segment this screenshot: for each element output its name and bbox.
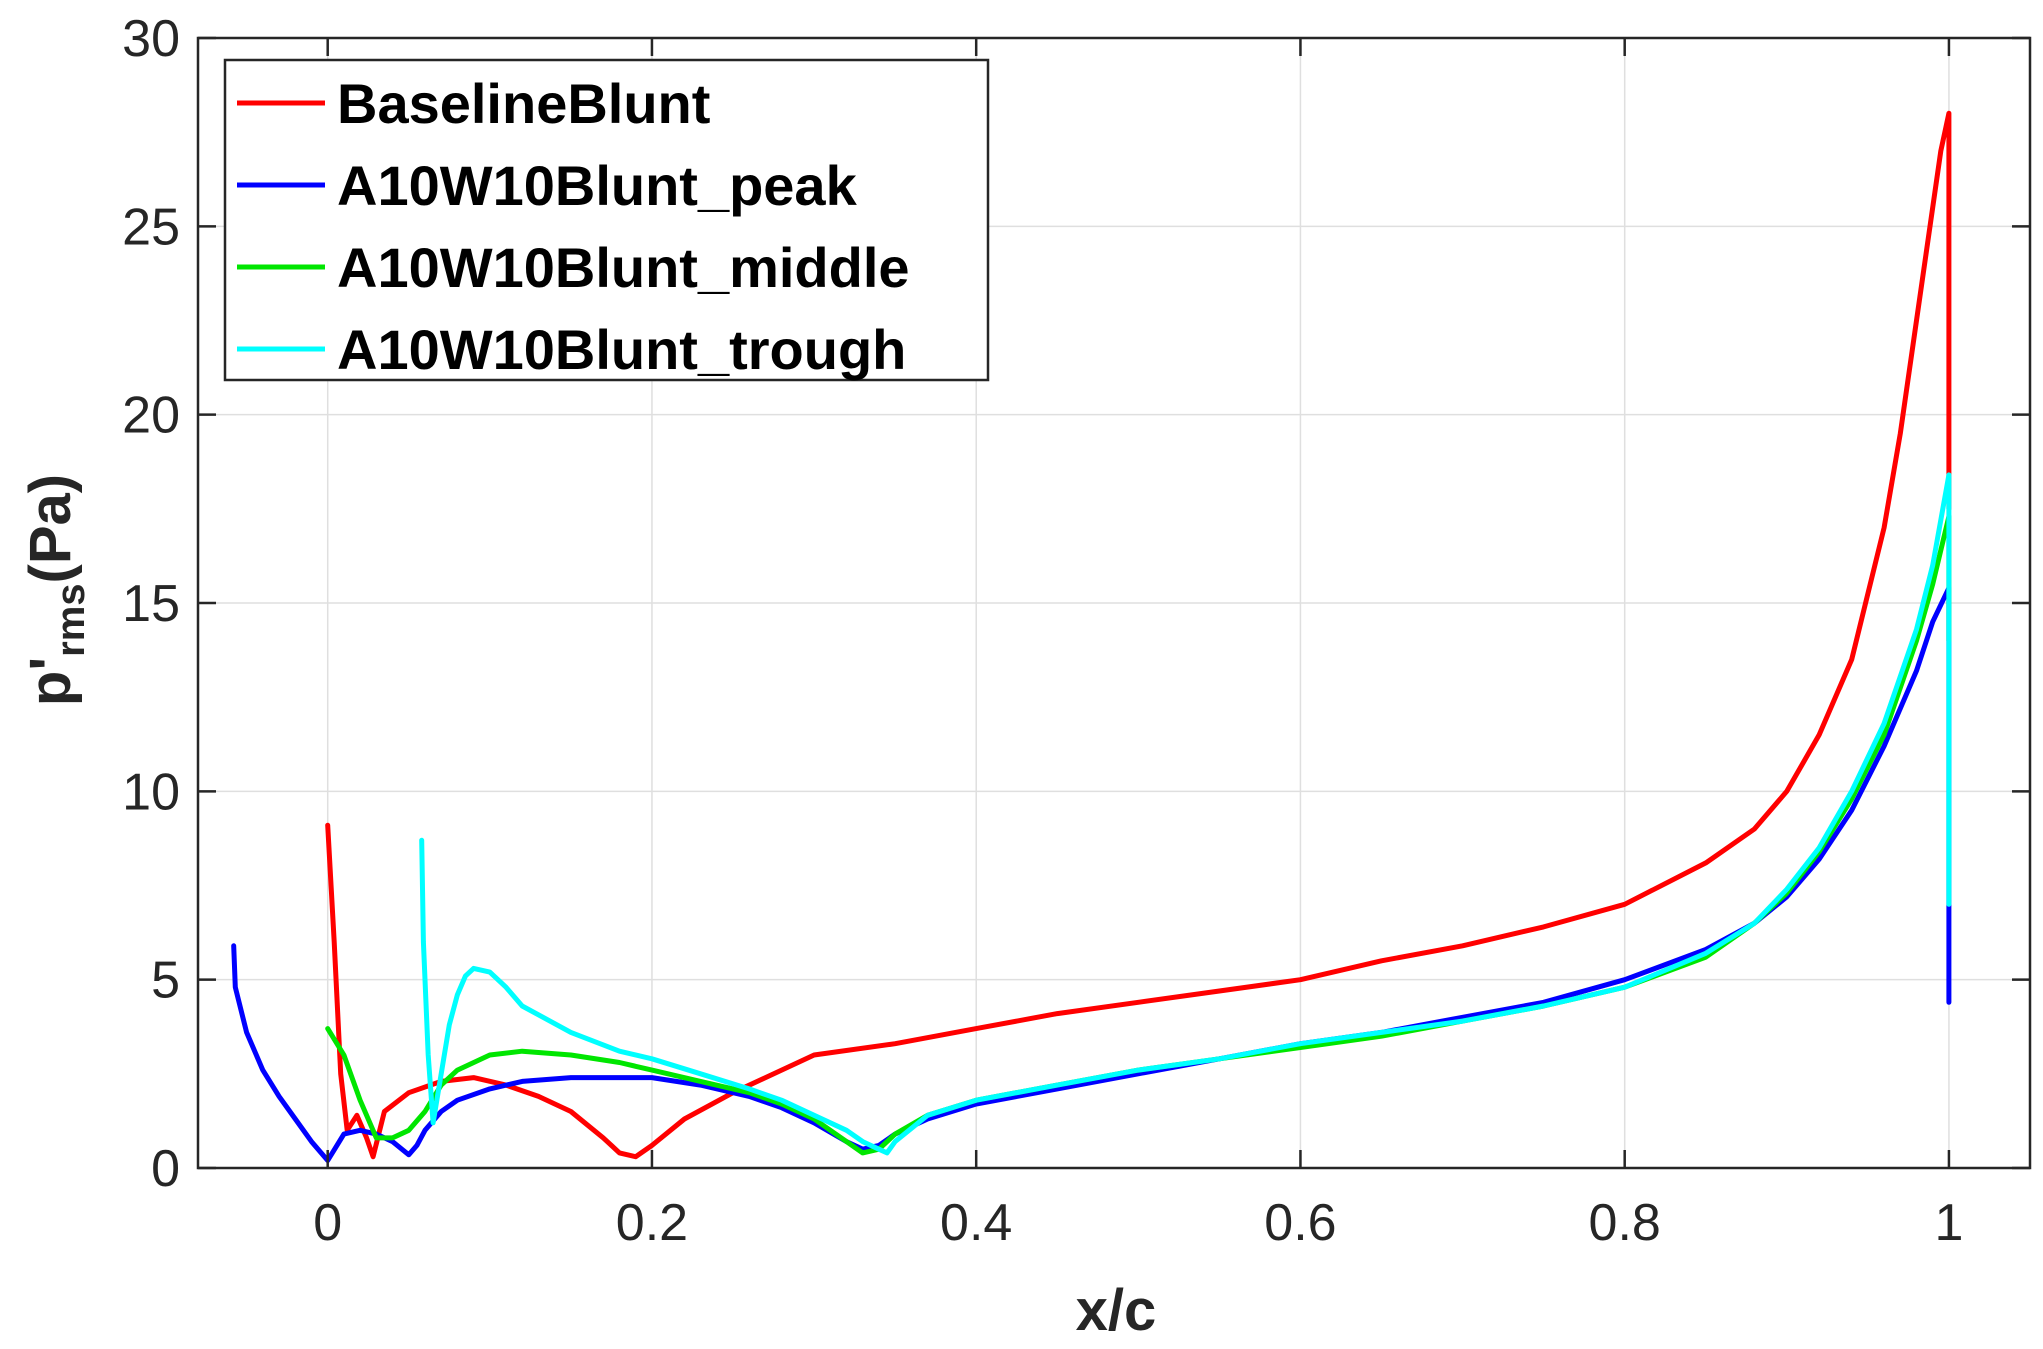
x-tick-label: 0.8 xyxy=(1589,1194,1661,1252)
x-tick-label: 1 xyxy=(1934,1194,1963,1252)
legend-label: A10W10Blunt_peak xyxy=(337,154,858,217)
series-layer xyxy=(231,110,1952,1163)
y-axis-title-base: p' xyxy=(18,657,83,706)
x-tick-label: 0.2 xyxy=(616,1194,688,1252)
x-tick-label: 0.6 xyxy=(1264,1194,1336,1252)
series-line-A10W10Blunt_trough xyxy=(419,472,1952,1156)
legend-entries: BaselineBlunt A10W10Blunt_peak A10W10Blunt… xyxy=(237,72,910,381)
x-tick-label: 0.4 xyxy=(940,1194,1012,1252)
y-tick-label: 5 xyxy=(151,952,180,1010)
x-tick-label: 0 xyxy=(313,1194,342,1252)
legend-label: A10W10Blunt_middle xyxy=(337,236,910,299)
legend: BaselineBlunt A10W10Blunt_peak A10W10Blunt… xyxy=(223,58,990,382)
series-line-BaselineBlunt xyxy=(325,110,1952,1160)
legend-box xyxy=(223,58,990,382)
legend-label: BaselineBlunt xyxy=(337,72,710,135)
y-axis-title: p'rms(Pa) xyxy=(18,474,93,706)
y-tick-label: 10 xyxy=(122,763,180,821)
legend-label: A10W10Blunt_trough xyxy=(337,318,906,381)
y-tick-label: 0 xyxy=(151,1140,180,1198)
y-axis-title-suffix: (Pa) xyxy=(18,474,83,584)
x-axis-title: x/c xyxy=(1076,1278,1157,1343)
y-tick-label: 25 xyxy=(122,198,180,256)
y-tick-label: 20 xyxy=(122,387,180,445)
y-tick-label: 30 xyxy=(122,10,180,68)
y-tick-label: 15 xyxy=(122,575,180,633)
y-axis-title-subscript: rms xyxy=(49,583,93,656)
